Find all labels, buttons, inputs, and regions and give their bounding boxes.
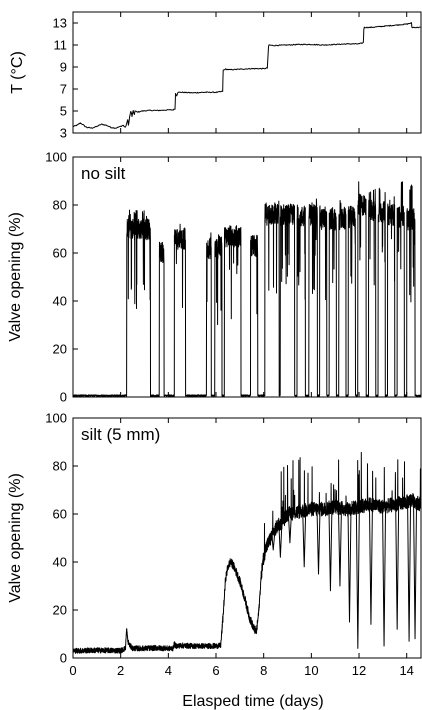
x-tick-label-0: 0: [69, 663, 76, 678]
panel-annotation-silt: silt (5 mm): [81, 425, 160, 444]
plot-frame-0: [72, 11, 422, 134]
valve-silt-dip-13: [413, 501, 418, 640]
y-tick-label-0-0: 3: [60, 126, 67, 141]
y-tick-label-2-5: 100: [45, 411, 67, 426]
valve-no-silt-line: [72, 181, 422, 397]
y-tick-label-1-5: 100: [45, 150, 67, 165]
valve-silt-dip-3: [302, 510, 307, 568]
y-tick-label-0-4: 11: [54, 38, 68, 53]
valve-silt-dip-0: [271, 533, 276, 551]
y-tick-label-0-2: 7: [60, 82, 67, 97]
valve-silt-dip-4: [316, 509, 321, 575]
valve-silt-dip-2: [287, 513, 292, 544]
y-tick-label-2-3: 60: [53, 507, 67, 522]
valve-silt-line: [72, 451, 422, 654]
temperature-line: [72, 22, 421, 129]
x-tick-label-1: 2: [117, 663, 124, 678]
y-tick-label-1-3: 60: [53, 246, 67, 261]
y-tick-label-2-4: 80: [53, 459, 67, 474]
y-axis-label-1: Valve opening (%): [7, 212, 24, 342]
y-tick-label-2-2: 40: [53, 555, 67, 570]
y-tick-label-0-5: 13: [53, 16, 67, 31]
valve-silt-dip-10: [382, 506, 387, 647]
y-tick-label-2-0: 0: [60, 651, 67, 666]
x-tick-label-2: 4: [165, 663, 172, 678]
x-tick-label-4: 8: [260, 663, 267, 678]
y-axis-label-0: T (°C): [9, 51, 26, 94]
plot-frame-1: [72, 156, 422, 398]
x-tick-label-7: 14: [399, 663, 413, 678]
x-tick-label-6: 12: [352, 663, 366, 678]
valve-silt-dip-7: [347, 508, 352, 623]
y-tick-label-1-4: 80: [53, 198, 67, 213]
y-tick-label-0-3: 9: [60, 60, 67, 75]
valve-silt-dip-8: [355, 507, 360, 649]
x-axis-label: Elasped time (days): [182, 693, 323, 710]
y-tick-label-0-1: 5: [60, 104, 67, 119]
panel-annotation-no-silt: no silt: [81, 164, 126, 183]
valve-silt-dip-6: [337, 507, 342, 587]
x-tick-label-5: 10: [304, 663, 318, 678]
plot-frame-2: [72, 417, 422, 659]
y-axis-label-2: Valve opening (%): [7, 473, 24, 603]
y-tick-label-2-1: 20: [53, 603, 67, 618]
valve-silt-dip-5: [328, 507, 333, 592]
y-tick-label-1-0: 0: [60, 390, 67, 405]
y-tick-label-1-2: 40: [53, 294, 67, 309]
y-tick-label-1-1: 20: [53, 342, 67, 357]
x-tick-label-3: 6: [212, 663, 219, 678]
valve-silt-dip-9: [368, 504, 373, 625]
valve-silt-dip-1: [278, 523, 283, 558]
valve-silt-dip-11: [395, 503, 400, 630]
valve-silt-dip-12: [407, 500, 412, 642]
